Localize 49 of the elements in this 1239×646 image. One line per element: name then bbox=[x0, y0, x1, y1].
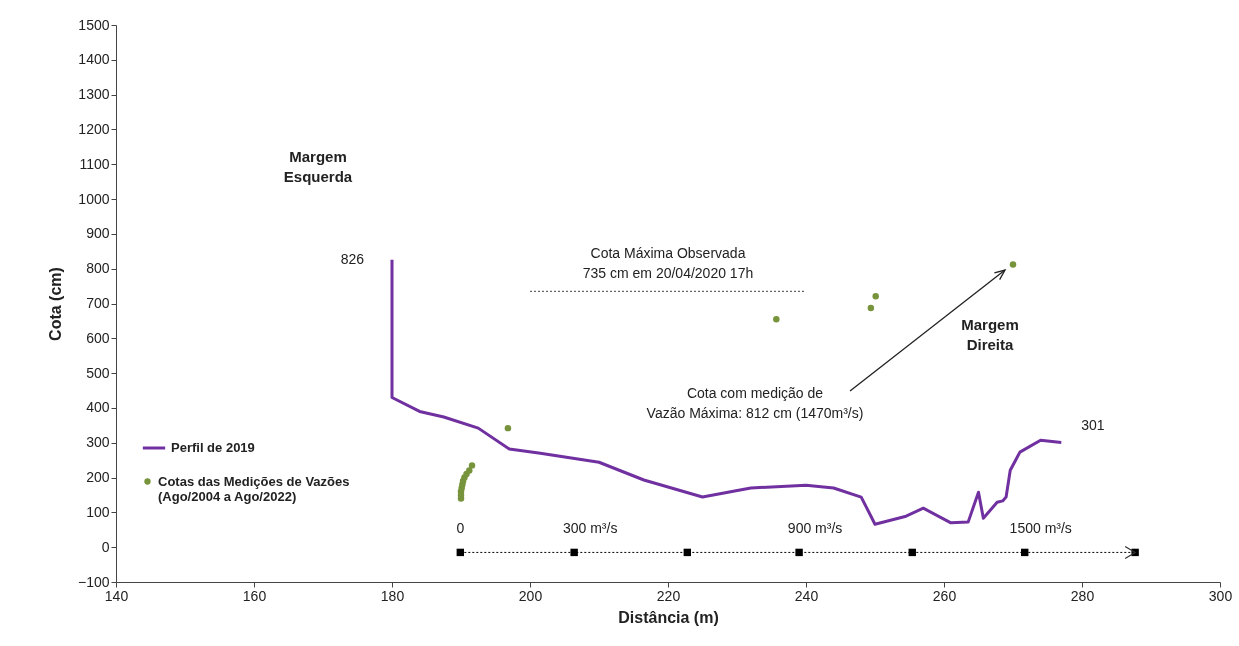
x-tick-label: 160 bbox=[242, 587, 267, 604]
annotation: Cota Máxima Observada 735 cm em 20/04/2020 17h bbox=[582, 245, 754, 282]
y-tick-label: 500 bbox=[86, 364, 110, 381]
y-tick-label: 100 bbox=[86, 503, 110, 520]
point bbox=[468, 462, 476, 469]
y-tick-label: 900 bbox=[86, 225, 110, 242]
y-tick-label: −100 bbox=[77, 573, 110, 590]
x-tick-label: 260 bbox=[932, 587, 957, 604]
y-tick-label: 1100 bbox=[79, 155, 110, 172]
x-tick-label: 240 bbox=[794, 587, 819, 604]
x-axis-title: Distância (m) bbox=[618, 608, 719, 626]
annotation: 300 m³/s bbox=[562, 520, 618, 537]
x-tick-label: 220 bbox=[656, 587, 681, 604]
annotation: 301 bbox=[1081, 417, 1105, 434]
y-tick-label: 800 bbox=[86, 260, 110, 277]
y-tick-label: 200 bbox=[86, 469, 110, 486]
annotation: 826 bbox=[340, 250, 365, 267]
annotation: 0 bbox=[456, 520, 465, 537]
x-tick-label: 200 bbox=[518, 587, 543, 604]
point bbox=[570, 548, 578, 557]
y-tick-label: 1000 bbox=[78, 190, 110, 207]
x-tick-label: 300 bbox=[1208, 587, 1233, 604]
point bbox=[872, 292, 879, 300]
annotation: 1500 m³/s bbox=[1009, 520, 1072, 537]
y-tick-label: 1300 bbox=[78, 86, 110, 103]
y-tick-label: 1400 bbox=[78, 51, 110, 68]
y-axis-title: Cota (cm) bbox=[46, 267, 64, 341]
y-tick-label: 1200 bbox=[78, 120, 110, 137]
y-tick-label: 0 bbox=[101, 538, 110, 555]
annotation: Cota com medição de Vazão Máxima: 812 cm (1470m³/s) bbox=[646, 385, 864, 421]
annotation: Margem Esquerda bbox=[283, 148, 353, 185]
y-tick-label: 300 bbox=[86, 434, 110, 451]
y-tick-label: 600 bbox=[86, 329, 110, 346]
y-tick-label: 700 bbox=[86, 295, 110, 311]
x-tick-label: 140 bbox=[104, 587, 129, 604]
x-tick-label: 280 bbox=[1070, 587, 1095, 604]
y-tick-label: 1500 bbox=[78, 16, 110, 33]
annotation: 900 m³/s bbox=[787, 520, 843, 537]
point bbox=[795, 548, 803, 557]
point bbox=[504, 424, 512, 432]
legend-label: Cotas das Medições de Vazões (Ago/2004 a Ago/2022) bbox=[158, 473, 350, 504]
point bbox=[466, 467, 473, 474]
y-tick-label: 400 bbox=[86, 399, 110, 416]
point bbox=[1009, 261, 1017, 268]
annotation: Margem Direita bbox=[961, 316, 1019, 353]
point bbox=[773, 315, 780, 323]
legend-label: Perfil de 2019 bbox=[171, 440, 255, 455]
point bbox=[867, 304, 875, 312]
x-tick-label: 180 bbox=[380, 587, 405, 604]
